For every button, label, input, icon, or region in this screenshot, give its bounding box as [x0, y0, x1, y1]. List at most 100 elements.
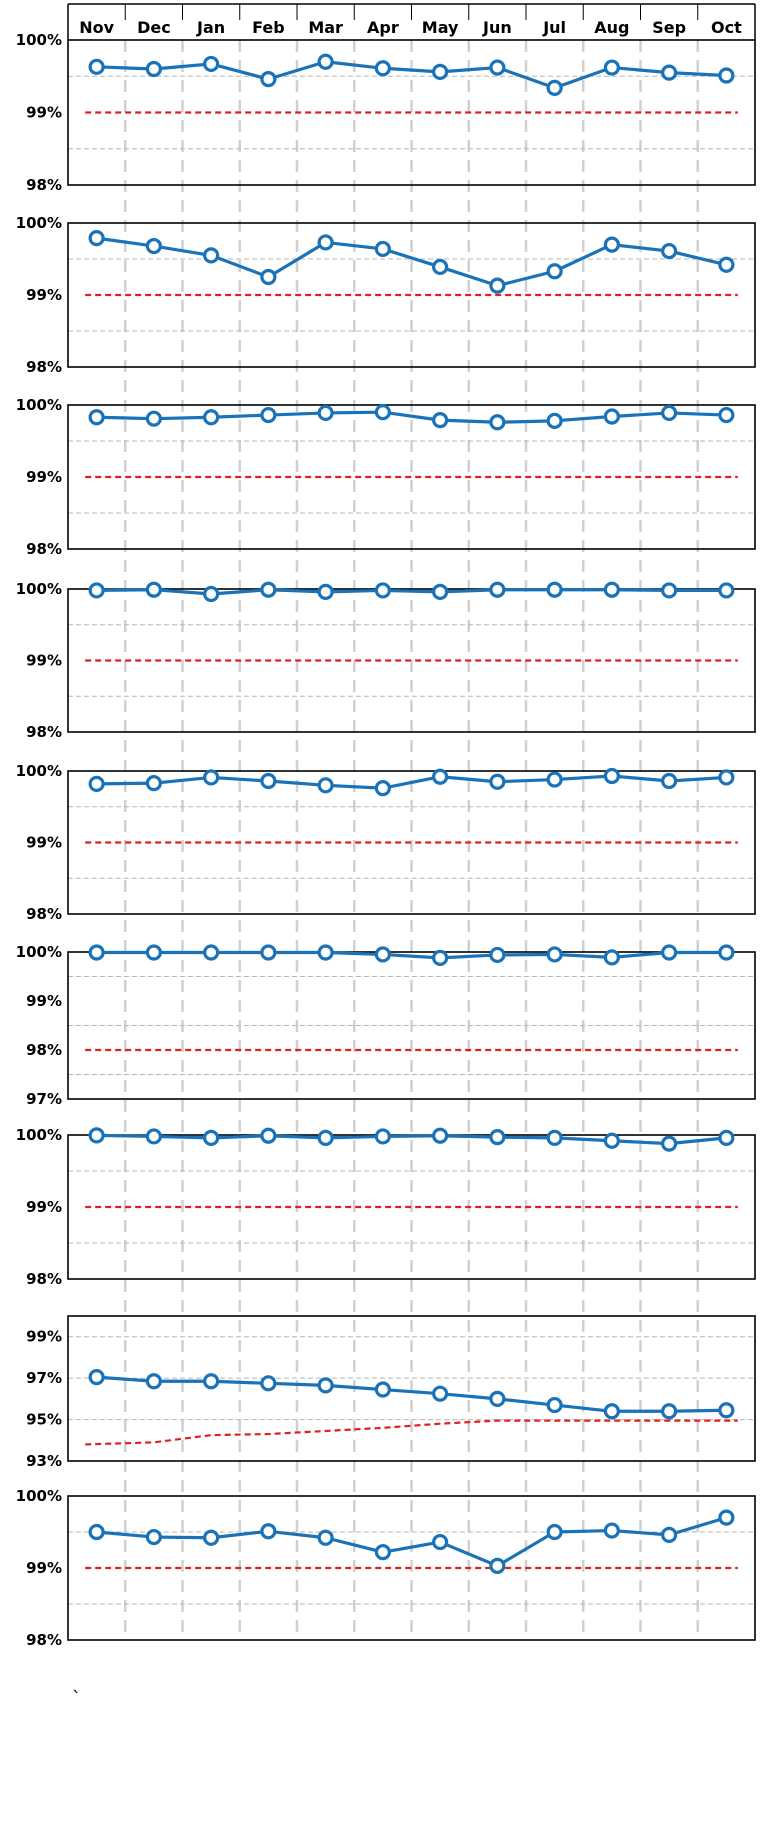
data-point: [432, 949, 449, 966]
y-tick-label: 97%: [26, 1369, 62, 1387]
data-point: [145, 944, 162, 961]
month-label: May: [422, 18, 459, 37]
month-label: Jan: [196, 18, 225, 37]
data-point: [260, 1523, 277, 1540]
column-dividers: [124, 40, 699, 1640]
data-point: [432, 1127, 449, 1144]
data-point: [145, 1128, 162, 1145]
data-point: [260, 581, 277, 598]
data-point: [489, 773, 506, 790]
data-point: [145, 581, 162, 598]
data-point: [203, 944, 220, 961]
panel-frame: [67, 1495, 756, 1641]
data-point: [489, 946, 506, 964]
data-point: [546, 79, 563, 96]
data-point: [317, 1529, 334, 1546]
data-point: [88, 409, 105, 426]
y-tick-label: 99%: [26, 834, 62, 852]
data-point: [317, 777, 334, 794]
data-point: [432, 583, 449, 600]
y-tick-label: 99%: [26, 468, 62, 486]
series-line: [96, 774, 727, 790]
series-line: [96, 1375, 727, 1413]
chart-panel-7: 100% 99% 98%: [16, 1126, 756, 1288]
data-point: [88, 775, 105, 792]
y-tick-label: 99%: [26, 1198, 62, 1216]
data-point: [718, 1402, 735, 1419]
month-header: Nov Dec Jan Feb Mar Apr May Jun Jul Aug Sep Oct: [67, 3, 756, 40]
series-line: [96, 588, 727, 596]
panel-frame: [67, 588, 756, 733]
y-tick-label: 98%: [26, 540, 62, 558]
chart-panel-3: 100% 99% 98%: [16, 396, 756, 558]
series-line: [96, 950, 727, 960]
data-point: [432, 768, 449, 785]
data-point: [260, 71, 277, 88]
data-point: [489, 414, 506, 431]
data-point: [718, 944, 735, 961]
data-point: [260, 944, 277, 961]
data-point: [374, 404, 391, 421]
chart-panel-4: 100% 99% 98%: [16, 580, 756, 741]
data-point: [88, 944, 105, 961]
data-point: [374, 946, 391, 963]
data-point: [374, 1128, 391, 1145]
data-point: [718, 1129, 735, 1146]
y-tick-label: 93%: [26, 1452, 62, 1470]
data-point: [546, 581, 563, 598]
month-label: Dec: [137, 18, 171, 37]
panel-frame: [67, 951, 756, 1100]
data-point: [661, 1135, 678, 1152]
data-point: [661, 1526, 678, 1543]
y-tick-label: 95%: [26, 1411, 62, 1429]
data-point: [88, 1523, 105, 1541]
y-tick-label: 99%: [26, 1559, 62, 1577]
y-tick-label: 98%: [26, 1631, 62, 1649]
data-point: [203, 55, 220, 73]
data-point: [203, 1129, 220, 1146]
chart-panel-6: 100% 99% 98% 97%: [16, 943, 756, 1108]
chart-panel-5: 100% 99% 98%: [16, 762, 756, 923]
data-point: [317, 583, 334, 600]
data-point: [145, 1528, 162, 1546]
y-tick-label: 98%: [26, 1041, 62, 1059]
y-tick-label: 100%: [16, 580, 62, 598]
data-point: [546, 263, 563, 280]
data-point: [546, 1396, 563, 1414]
data-point: [260, 1127, 277, 1144]
y-tick-label: 100%: [16, 396, 62, 414]
panel-frame: [67, 39, 756, 186]
data-point: [203, 585, 220, 603]
data-point: [661, 242, 678, 260]
y-tick-label: 100%: [16, 762, 62, 780]
y-tick-label: 98%: [26, 1270, 62, 1288]
panel-frame: [67, 1315, 756, 1462]
data-point: [203, 1529, 220, 1546]
chart-panel-1: 100% 99% 98%: [16, 31, 756, 194]
data-point: [603, 1403, 620, 1420]
data-point: [718, 67, 735, 84]
data-point: [374, 1544, 391, 1561]
data-point: [260, 268, 277, 286]
data-point: [432, 412, 449, 429]
data-point: [489, 581, 506, 598]
month-label: Oct: [711, 18, 742, 37]
data-point: [546, 412, 563, 429]
data-point: [317, 1377, 334, 1394]
series-line: [96, 1133, 727, 1146]
data-point: [489, 1557, 506, 1574]
data-point: [661, 944, 678, 961]
data-point: [489, 59, 506, 76]
data-point: [546, 1523, 563, 1541]
y-tick-label: 99%: [26, 652, 62, 670]
data-point: [260, 772, 277, 790]
data-point: [88, 230, 105, 247]
data-point: [317, 1129, 334, 1146]
panel-frame: [67, 222, 756, 368]
data-point: [203, 769, 220, 786]
data-point: [489, 277, 506, 294]
data-point: [718, 582, 735, 599]
data-point: [317, 404, 334, 422]
month-label: Sep: [652, 18, 686, 37]
